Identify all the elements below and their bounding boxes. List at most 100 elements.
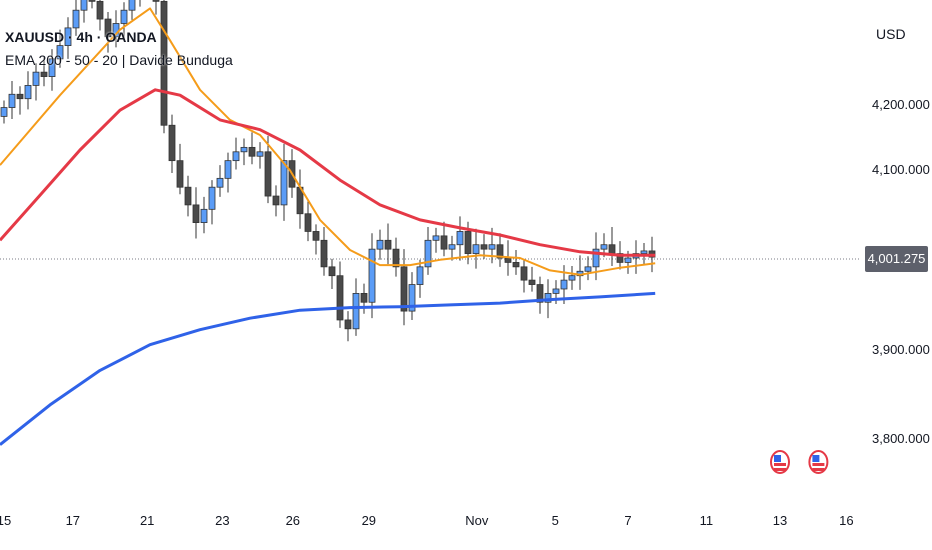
candle-body-up (280, 160, 288, 206)
candle (40, 57, 48, 87)
candle-body-down (616, 253, 624, 263)
candle (120, 2, 128, 39)
candle-body-down (536, 284, 544, 303)
candle-body-up (224, 160, 232, 179)
candle-body-up (80, 0, 88, 11)
x-tick: 17 (65, 513, 81, 528)
candle-body-up (472, 244, 480, 254)
x-tick: 29 (361, 513, 377, 528)
candle (400, 249, 408, 326)
candle (88, 0, 96, 9)
y-tick: 3,900.000 (872, 342, 930, 357)
candle-body-up (424, 239, 432, 268)
flag-canton (774, 455, 781, 462)
candle-body-down (328, 266, 336, 277)
price-chart[interactable] (0, 0, 860, 505)
candle (312, 224, 320, 255)
candle-body-down (320, 239, 328, 268)
chart-legend: XAUUSD · 4h · OANDA EMA 200 - 50 - 20 | … (5, 26, 233, 72)
candle (448, 235, 456, 261)
candle-body-down (40, 71, 48, 77)
candle-body-down (344, 319, 352, 330)
candle-body-down (464, 231, 472, 254)
candle-body-up (0, 107, 8, 117)
indicator-title[interactable]: EMA 200 - 50 - 20 | Davide Bunduga (5, 52, 233, 68)
price-axis[interactable]: USD 4,200.000 4,100.000 4,001.275 3,900.… (860, 0, 932, 550)
candle-body-up (544, 292, 552, 303)
candle (568, 265, 576, 290)
currency-label[interactable]: USD (876, 26, 906, 42)
candle (384, 223, 392, 265)
candle (328, 258, 336, 289)
candle-body-up (56, 45, 64, 60)
candle (139, 0, 141, 7)
candle-body-down (248, 146, 256, 157)
candle-body-up (456, 231, 464, 246)
candle (224, 152, 232, 193)
candle-body-down (496, 244, 504, 259)
symbol-title[interactable]: XAUUSD · 4h · OANDA (5, 29, 157, 45)
candle (8, 81, 16, 120)
x-tick: 26 (285, 513, 301, 528)
candle-body-up (24, 85, 32, 100)
candle (608, 227, 616, 266)
candle (216, 165, 224, 197)
y-tick: 3,800.000 (872, 431, 930, 446)
candle-body-up (432, 235, 440, 241)
candle-body-up (624, 257, 632, 263)
candle-body-up (488, 244, 496, 250)
candle-body-down (88, 0, 96, 2)
candle (472, 228, 480, 269)
us-flag-event-icon[interactable] (770, 450, 790, 474)
candle-body-down (360, 292, 368, 303)
candle (96, 0, 104, 31)
candle-body-up (256, 151, 264, 157)
candle (320, 227, 328, 276)
candle-body-down (480, 244, 488, 250)
candle-body-up (216, 177, 224, 188)
candle (160, 0, 168, 134)
candle-body-up (128, 0, 136, 11)
candle (104, 11, 112, 53)
y-tick: 4,100.000 (872, 162, 930, 177)
candle (392, 237, 400, 277)
candle (424, 227, 432, 275)
candle (304, 201, 312, 242)
candle (496, 233, 504, 267)
ema-line-ema20 (0, 7, 656, 276)
candle-body-down (440, 235, 448, 250)
candle-body-down (272, 195, 280, 206)
candle (128, 0, 136, 20)
candle-body-up (200, 208, 208, 223)
us-flag-event-icon[interactable] (808, 450, 829, 474)
candle-body-down (192, 204, 200, 223)
candle-body-down (312, 231, 320, 241)
candle (56, 29, 64, 68)
y-tick: 4,200.000 (872, 97, 930, 112)
candle-body-up (568, 275, 576, 281)
candle-body-up (368, 248, 376, 303)
candle-body-down (184, 186, 192, 206)
candle (632, 240, 640, 274)
candle (432, 227, 440, 253)
candle-body-down (152, 0, 160, 2)
x-tick: 11 (699, 513, 714, 528)
candle-body-up (584, 266, 592, 272)
candle-body-down (520, 266, 528, 281)
candle (440, 221, 448, 257)
candle-body-down (608, 244, 616, 254)
candle (280, 143, 288, 221)
candle (184, 175, 192, 217)
candle-body-up (8, 93, 16, 108)
candle-body-down (512, 262, 520, 268)
flag-stripe (812, 468, 825, 471)
candle (192, 187, 200, 239)
candle-body-up (240, 146, 248, 153)
candle (336, 261, 344, 328)
candle (528, 266, 536, 292)
candle-body-up (376, 239, 384, 250)
candle (24, 71, 32, 110)
candle-body-down (504, 257, 512, 263)
candle-body-down (264, 151, 272, 197)
candle (232, 137, 240, 170)
